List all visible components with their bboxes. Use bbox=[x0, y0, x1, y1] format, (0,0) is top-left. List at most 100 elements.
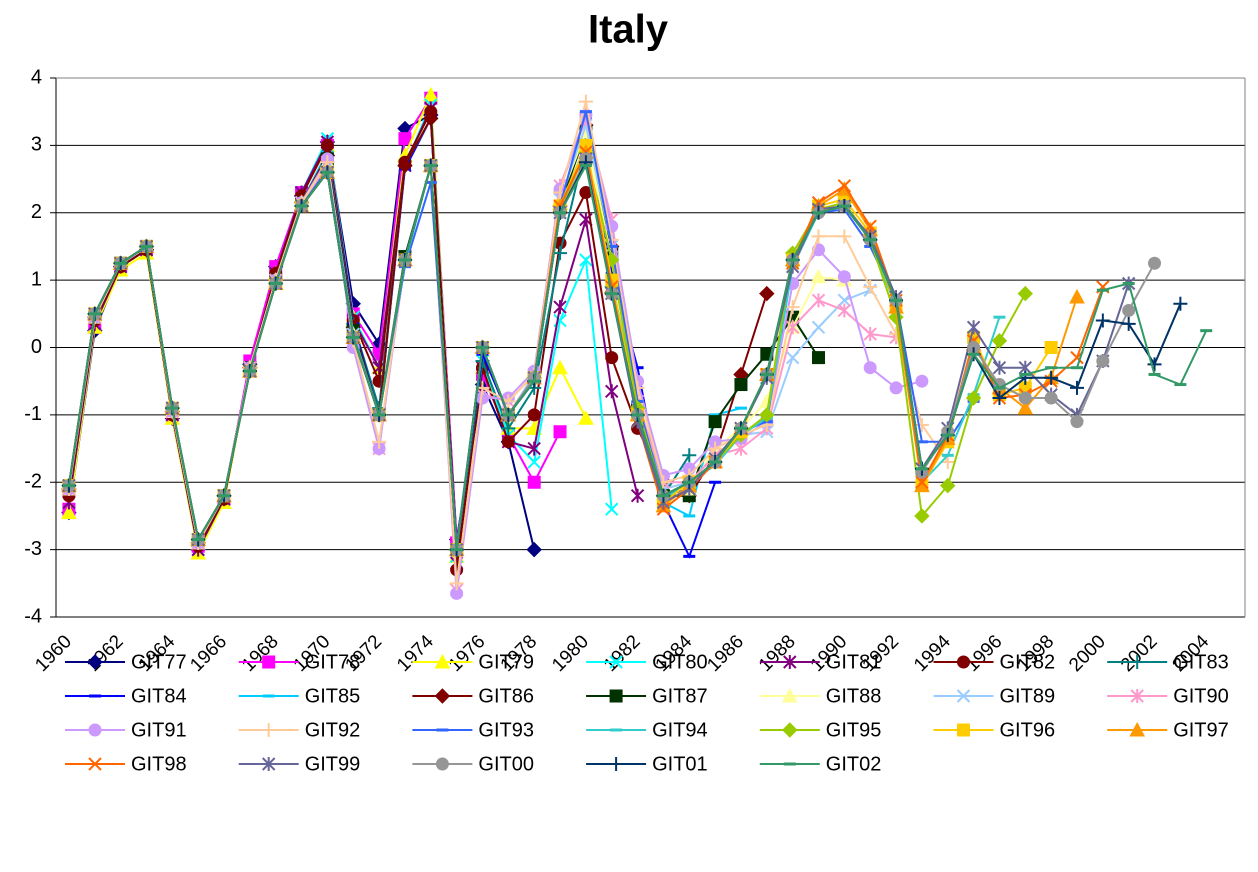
legend-item: GIT78 bbox=[238, 651, 360, 673]
marker bbox=[966, 320, 981, 335]
legend-label: GIT80 bbox=[652, 651, 708, 673]
marker bbox=[1148, 256, 1162, 270]
y-tick-label: 4 bbox=[31, 66, 42, 88]
marker bbox=[1044, 370, 1059, 385]
legend-item: GIT93 bbox=[412, 719, 534, 741]
legend-marker bbox=[435, 757, 449, 771]
y-tick-label: 2 bbox=[31, 201, 42, 223]
legend-item: GIT99 bbox=[238, 753, 360, 775]
legend-marker bbox=[1130, 689, 1144, 703]
series bbox=[62, 162, 1213, 552]
legend-label: GIT83 bbox=[1173, 651, 1229, 673]
legend-item: GIT81 bbox=[759, 651, 881, 673]
legend-marker bbox=[262, 655, 276, 669]
legend-marker bbox=[87, 654, 103, 670]
marker bbox=[398, 132, 412, 146]
legend-marker bbox=[956, 689, 971, 703]
y-tick-label: 3 bbox=[31, 134, 42, 156]
marker bbox=[734, 378, 748, 392]
marker bbox=[837, 229, 852, 244]
legend-marker bbox=[434, 653, 451, 669]
marker bbox=[940, 455, 955, 470]
marker bbox=[759, 285, 775, 302]
legend-label: GIT88 bbox=[826, 685, 882, 707]
legend-item: GIT98 bbox=[65, 753, 187, 775]
legend-item: GIT94 bbox=[586, 719, 708, 741]
legend-item: GIT84 bbox=[65, 685, 187, 707]
marker bbox=[527, 408, 541, 422]
legend-marker bbox=[957, 723, 970, 737]
legend-marker bbox=[434, 688, 451, 704]
y-tick-label: 0 bbox=[31, 336, 42, 358]
legend-label: GIT92 bbox=[305, 719, 361, 741]
marker bbox=[578, 94, 593, 109]
legend-label: GIT95 bbox=[826, 719, 882, 741]
legend-item: GIT01 bbox=[586, 753, 708, 775]
marker bbox=[553, 300, 567, 315]
legend-label: GIT02 bbox=[826, 753, 882, 775]
legend-item: GIT80 bbox=[586, 651, 708, 673]
legend-item: GIT82 bbox=[933, 651, 1055, 673]
legend-label: GIT77 bbox=[131, 651, 187, 673]
marker bbox=[526, 541, 542, 558]
legend-item: GIT86 bbox=[412, 685, 534, 707]
legend-label: GIT01 bbox=[652, 753, 708, 775]
marker bbox=[1070, 415, 1084, 429]
marker bbox=[553, 425, 567, 439]
y-tick-label: -2 bbox=[24, 471, 42, 493]
legend-label: GIT86 bbox=[478, 685, 534, 707]
legend-item: GIT92 bbox=[238, 719, 361, 741]
marker bbox=[682, 448, 697, 463]
marker bbox=[1096, 354, 1110, 368]
marker bbox=[914, 417, 929, 432]
legend-label: GIT84 bbox=[131, 685, 187, 707]
legend-item: GIT00 bbox=[412, 753, 534, 775]
legend-label: GIT00 bbox=[478, 753, 534, 775]
legend-item: GIT96 bbox=[933, 719, 1056, 741]
legend-label: GIT97 bbox=[1173, 719, 1229, 741]
legend-marker bbox=[609, 689, 623, 703]
marker bbox=[1173, 296, 1188, 311]
marker bbox=[1017, 285, 1034, 302]
marker bbox=[837, 303, 852, 318]
legend-label: GIT90 bbox=[1173, 685, 1229, 707]
legend-label: GIT96 bbox=[1000, 719, 1056, 741]
y-tick-label: -1 bbox=[24, 403, 42, 425]
legend-item: GIT97 bbox=[1107, 719, 1229, 741]
y-tick-label: 1 bbox=[31, 268, 42, 290]
marker bbox=[837, 270, 851, 284]
marker bbox=[914, 508, 930, 524]
marker bbox=[915, 475, 929, 489]
marker bbox=[372, 434, 387, 449]
marker bbox=[1044, 341, 1058, 354]
legend-marker bbox=[88, 757, 102, 771]
legend-marker bbox=[782, 722, 798, 738]
legend-marker bbox=[957, 655, 970, 669]
marker bbox=[397, 157, 413, 174]
marker bbox=[863, 279, 878, 294]
legend-marker bbox=[781, 687, 798, 703]
legend-item: GIT91 bbox=[65, 719, 187, 741]
marker bbox=[785, 350, 800, 365]
marker bbox=[810, 268, 827, 284]
marker bbox=[1069, 288, 1085, 304]
marker bbox=[992, 360, 1007, 375]
legend-label: GIT91 bbox=[131, 719, 187, 741]
marker bbox=[837, 179, 852, 193]
marker bbox=[812, 351, 826, 365]
marker bbox=[940, 477, 956, 494]
marker bbox=[553, 246, 568, 261]
marker bbox=[1095, 313, 1110, 328]
marker bbox=[1044, 391, 1058, 405]
marker bbox=[1018, 391, 1032, 405]
marker bbox=[889, 381, 903, 395]
marker bbox=[759, 407, 775, 423]
marker bbox=[527, 441, 541, 456]
legend-label: GIT94 bbox=[652, 719, 708, 741]
marker bbox=[422, 86, 439, 102]
marker bbox=[61, 504, 77, 520]
legend-marker bbox=[1130, 655, 1145, 669]
legend-label: GIT93 bbox=[478, 719, 534, 741]
legend-item: GIT02 bbox=[759, 753, 882, 775]
